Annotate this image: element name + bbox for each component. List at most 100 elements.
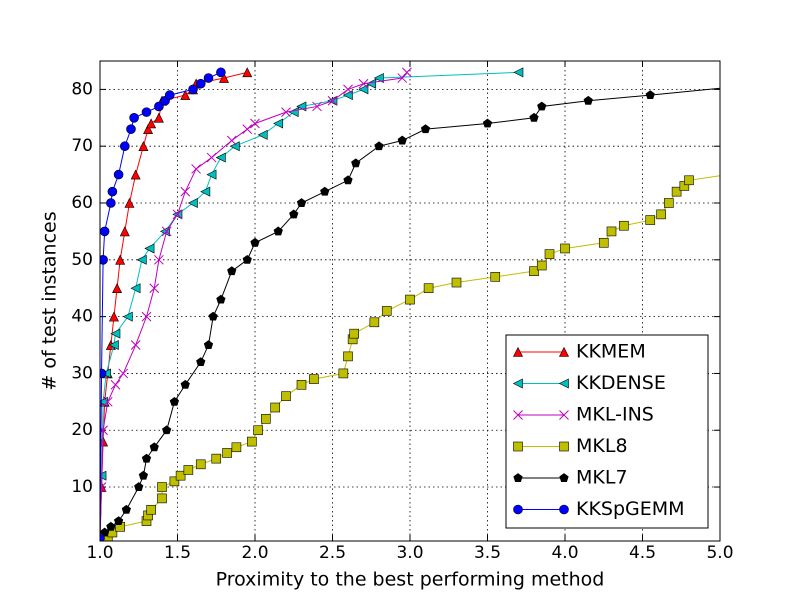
legend-marker: [559, 346, 569, 357]
data-point: [149, 283, 160, 294]
data-point: [250, 237, 260, 247]
data-point: [671, 186, 682, 197]
data-point: [338, 368, 349, 379]
legend-marker: [513, 504, 523, 515]
data-point: [420, 124, 431, 134]
data-point: [270, 402, 280, 413]
data-point: [107, 186, 118, 197]
data-point: [130, 340, 141, 350]
data-point: [219, 72, 229, 83]
data-point: [196, 357, 206, 367]
data-point: [134, 482, 144, 491]
x-tick-label: 4.0: [551, 543, 578, 563]
data-point: [138, 470, 149, 480]
y-tick-label: 40: [71, 307, 93, 327]
data-point: [191, 164, 201, 174]
data-point: [206, 152, 217, 163]
data-point: [242, 67, 253, 78]
data-point: [144, 243, 155, 254]
data-point: [373, 73, 384, 84]
data-point: [149, 442, 159, 452]
x-tick-label: 4.5: [629, 543, 656, 563]
legend-label: MKL-INS: [576, 404, 654, 426]
legend: KKMEM KKDENSE MKL-INS MKL8 MKL7 KKSpGEMM: [505, 334, 709, 529]
data-point: [157, 493, 167, 504]
data-point: [119, 226, 130, 237]
y-tick-label: 60: [71, 193, 93, 213]
data-point: [343, 175, 353, 185]
data-point: [227, 266, 237, 276]
data-point: [312, 101, 322, 112]
data-point: [242, 124, 253, 135]
data-point: [231, 442, 242, 453]
data-point: [250, 118, 260, 129]
data-point: [102, 396, 113, 407]
data-point: [110, 379, 121, 390]
data-point: [281, 107, 291, 117]
data-point: [100, 533, 105, 541]
data-point: [169, 396, 180, 406]
data-point: [529, 112, 539, 122]
data-point: [215, 152, 226, 163]
data-point: [130, 283, 141, 294]
data-point: [195, 459, 206, 470]
data-point: [397, 135, 407, 145]
x-tick-label: 2.5: [319, 543, 346, 563]
y-tick-label: 20: [71, 420, 93, 440]
data-point: [121, 504, 131, 514]
data-point: [100, 482, 107, 492]
x-tick-label: 2.0: [241, 543, 268, 563]
data-point: [154, 101, 164, 112]
data-point: [216, 294, 226, 304]
data-point: [130, 169, 141, 180]
legend-label: KKDENSE: [576, 372, 666, 394]
legend-label: MKL7: [576, 467, 628, 489]
data-point: [146, 504, 156, 515]
legend-marker: [559, 410, 569, 420]
data-point: [208, 311, 218, 321]
y-tick-label: 30: [71, 363, 93, 383]
data-point: [115, 254, 126, 265]
data-point: [664, 198, 674, 208]
x-tick-label: 3.0: [396, 543, 423, 563]
data-point: [405, 294, 415, 305]
y-axis-label: # of test instances: [39, 211, 61, 390]
data-point: [118, 368, 129, 379]
data-point: [108, 340, 119, 351]
data-point: [222, 448, 232, 458]
data-point: [172, 209, 183, 220]
data-point: [157, 482, 167, 492]
data-point: [187, 198, 198, 208]
data-point: [606, 226, 617, 237]
data-point: [106, 521, 116, 531]
data-point: [120, 141, 130, 152]
data-point: [684, 175, 694, 186]
data-point: [106, 198, 116, 208]
x-tick-label: 1.0: [86, 543, 113, 563]
data-point: [141, 311, 152, 322]
data-point: [161, 226, 172, 237]
data-point: [343, 84, 353, 95]
x-tick-label: 1.5: [164, 543, 191, 563]
data-point: [296, 379, 307, 390]
data-point: [141, 107, 152, 117]
data-point: [124, 197, 135, 208]
data-point: [195, 78, 206, 89]
data-point: [203, 73, 214, 83]
data-point: [203, 340, 214, 349]
legend-box: [505, 334, 709, 529]
data-point: [112, 283, 123, 294]
data-point: [656, 209, 666, 220]
data-point: [180, 186, 191, 197]
data-point: [100, 255, 108, 265]
y-tick-label: 50: [71, 250, 93, 270]
y-tick-label: 10: [71, 477, 93, 497]
legend-label: KKMEM: [576, 341, 646, 363]
data-point: [242, 254, 252, 264]
data-point: [369, 317, 380, 328]
data-point: [183, 465, 194, 475]
legend-marker: [513, 441, 523, 452]
data-point: [206, 169, 217, 180]
data-point: [113, 516, 124, 526]
legend-marker: [559, 473, 569, 482]
